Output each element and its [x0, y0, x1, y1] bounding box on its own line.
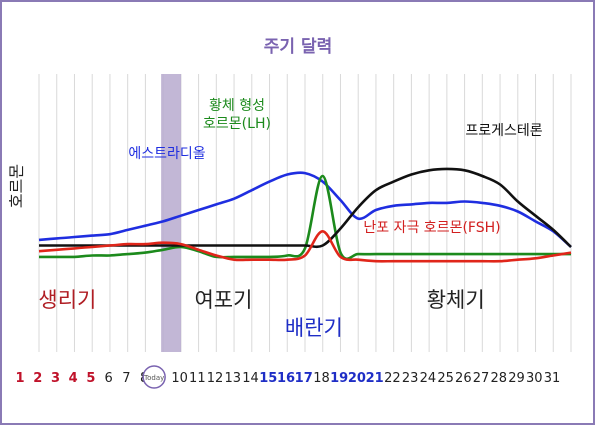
day-label: 17	[295, 371, 313, 386]
day-label: 4	[69, 371, 78, 386]
day-label: 29	[508, 371, 525, 386]
day-label: 3	[51, 371, 60, 386]
day-label: 7	[122, 371, 130, 386]
day-label: 28	[491, 371, 508, 386]
day-label: 27	[473, 371, 490, 386]
day-label: 21	[366, 371, 384, 386]
day-label: 19	[330, 371, 348, 386]
day-label: 31	[544, 371, 561, 386]
chart-title: 주기 달력	[264, 36, 332, 57]
lh-label: 황체 형성	[209, 98, 265, 114]
day-label: 6	[105, 371, 113, 386]
day-label: 20	[348, 371, 366, 386]
series-lines	[38, 167, 572, 263]
phase-label: 생리기	[38, 288, 96, 312]
day-label: 12	[207, 371, 224, 386]
day-label: 11	[189, 371, 206, 386]
day-label: 26	[455, 371, 472, 386]
phase-label: 여포기	[194, 288, 252, 312]
day-label: 10	[171, 371, 188, 386]
day-label: 5	[86, 371, 95, 386]
today-marker[interactable]: Today	[142, 365, 166, 389]
day-label: 25	[437, 371, 454, 386]
day-label: 22	[384, 371, 401, 386]
day-labels: 1234567910111213141516171819202122232425…	[15, 371, 560, 386]
today-label: Today	[143, 374, 164, 382]
day-label: 23	[402, 371, 419, 386]
day-label: 16	[277, 371, 295, 386]
day-label: 24	[420, 371, 437, 386]
fsh-line	[38, 230, 572, 263]
day-label: 1	[15, 371, 24, 386]
estradiol-label: 에스트라디올	[128, 146, 205, 162]
day-label: 15	[259, 371, 277, 386]
day-label: 14	[242, 371, 259, 386]
today-band	[161, 74, 182, 352]
lh-label: 호르몬(LH)	[203, 116, 271, 132]
day-label: 18	[313, 371, 330, 386]
today-circle	[142, 365, 166, 389]
progesterone-line	[38, 167, 572, 249]
grid-lines	[38, 74, 572, 352]
day-label: 2	[33, 371, 42, 386]
y-axis-label: 호르몬	[7, 164, 26, 208]
estradiol-line	[38, 171, 572, 248]
day-label: 13	[225, 371, 242, 386]
phase-label: 배란기	[285, 316, 343, 340]
progesterone-label: 프로게스테론	[465, 123, 542, 139]
fsh-label: 난포 자극 호르몬(FSH)	[363, 220, 500, 236]
phase-label: 황체기	[427, 288, 485, 312]
day-label: 30	[526, 371, 543, 386]
